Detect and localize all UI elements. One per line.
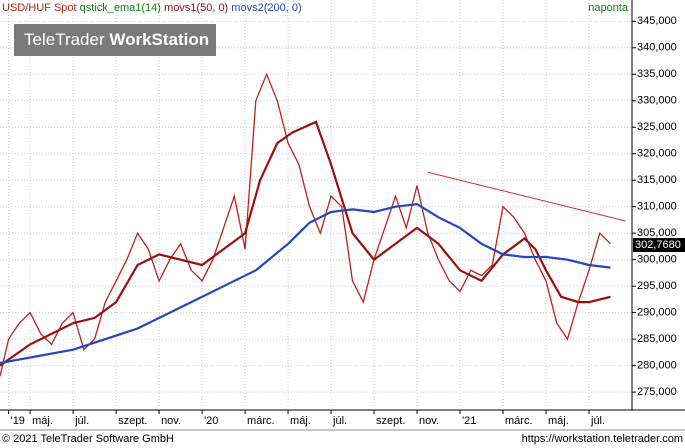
y-tick-label: 325,000 bbox=[637, 121, 677, 133]
x-tick-label: márc. bbox=[505, 415, 532, 427]
watermark-box bbox=[14, 24, 216, 56]
x-tick-label: máj. bbox=[548, 415, 569, 427]
series-line bbox=[0, 120, 611, 367]
x-tick-label: máj. bbox=[32, 415, 53, 427]
x-tick-label: nov. bbox=[161, 415, 181, 427]
legend-item: USD/HUF Spot bbox=[2, 2, 77, 14]
x-tick-label: márc. bbox=[247, 415, 275, 427]
x-tick-label: '19 bbox=[11, 415, 25, 427]
y-tick-label: 280,000 bbox=[637, 360, 677, 372]
plot bbox=[0, 72, 626, 377]
x-tick-label: júl. bbox=[590, 415, 605, 427]
grid bbox=[0, 0, 632, 408]
y-tick-label: 290,000 bbox=[637, 307, 677, 319]
footer-right: https://workstation.teletrader.com bbox=[522, 433, 683, 445]
x-tick-label: '21 bbox=[462, 415, 476, 427]
y-tick-label: 345,000 bbox=[637, 15, 677, 27]
y-tick-label: 300,000 bbox=[637, 254, 677, 266]
series-line bbox=[0, 72, 611, 377]
last-value-label: 302,7680 bbox=[635, 239, 681, 251]
y-tick-label: 295,000 bbox=[637, 280, 677, 292]
series-line bbox=[0, 202, 611, 365]
watermark-bold: WorkStation bbox=[109, 30, 209, 49]
legend: USD/HUF Spot qstick_ema1(14) movs1(50, 0… bbox=[2, 2, 302, 14]
y-tick-label: 340,000 bbox=[637, 42, 677, 54]
x-tick-label: máj. bbox=[290, 415, 311, 427]
y-tick-label: 320,000 bbox=[637, 148, 677, 160]
x-tick-label: szept. bbox=[376, 415, 405, 427]
legend-indicator: qstick_ema1(14) bbox=[80, 2, 161, 14]
x-tick-label: júl. bbox=[74, 415, 89, 427]
y-tick-label: 315,000 bbox=[637, 174, 677, 186]
legend-item: movs1(50, 0) bbox=[164, 2, 228, 14]
watermark-light: TeleTrader bbox=[24, 30, 109, 49]
footer-left: © 2021 TeleTrader Software GmbH bbox=[2, 433, 174, 445]
x-tick-label: '20 bbox=[204, 415, 218, 427]
watermark: TeleTrader WorkStation bbox=[24, 30, 209, 49]
y-tick-label: 335,000 bbox=[637, 68, 677, 80]
trendline bbox=[427, 171, 626, 222]
period: naponta bbox=[588, 2, 629, 14]
x-tick-label: nov. bbox=[419, 415, 439, 427]
last-value-box bbox=[633, 238, 685, 253]
y-tick-label: 310,000 bbox=[637, 201, 677, 213]
y-tick-label: 305,000 bbox=[637, 227, 677, 239]
y-tick-label: 330,000 bbox=[637, 95, 677, 107]
y-tick-label: 285,000 bbox=[637, 333, 677, 345]
x-tick-label: szept. bbox=[118, 415, 147, 427]
x-tick-label: júl. bbox=[332, 415, 347, 427]
legend-item: movs2(200, 0) bbox=[231, 2, 301, 14]
y-tick-label: 275,000 bbox=[637, 386, 677, 398]
